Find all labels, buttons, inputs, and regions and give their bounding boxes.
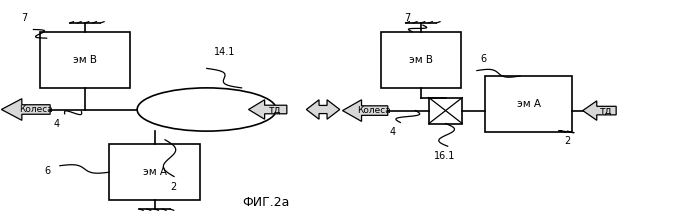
Text: Колеса: Колеса (357, 106, 391, 115)
Polygon shape (1, 99, 50, 120)
Bar (485, 76, 572, 132)
Text: 16.1: 16.1 (434, 151, 455, 161)
Text: эм А: эм А (143, 167, 166, 177)
Text: 6: 6 (480, 54, 487, 64)
Text: 6: 6 (45, 166, 51, 176)
Text: тд: тд (600, 106, 612, 116)
Text: 7: 7 (404, 13, 410, 23)
Polygon shape (583, 101, 616, 120)
Bar (109, 144, 200, 200)
Text: Колеса: Колеса (19, 105, 52, 114)
Bar (429, 98, 462, 124)
Text: 4: 4 (54, 119, 59, 129)
Text: тд: тд (269, 104, 282, 115)
Text: 4: 4 (389, 127, 396, 138)
Text: эм А: эм А (517, 99, 541, 109)
Text: эм В: эм В (409, 55, 433, 65)
Text: ФИГ.2а: ФИГ.2а (243, 196, 289, 209)
Polygon shape (343, 100, 388, 121)
Text: 2: 2 (171, 182, 177, 191)
Bar (381, 32, 461, 88)
Polygon shape (249, 100, 287, 119)
Polygon shape (306, 100, 340, 119)
Text: эм В: эм В (73, 55, 97, 65)
Bar (40, 32, 130, 88)
Text: 2: 2 (564, 136, 570, 146)
Text: 14.1: 14.1 (214, 48, 235, 57)
Text: 7: 7 (21, 13, 27, 23)
